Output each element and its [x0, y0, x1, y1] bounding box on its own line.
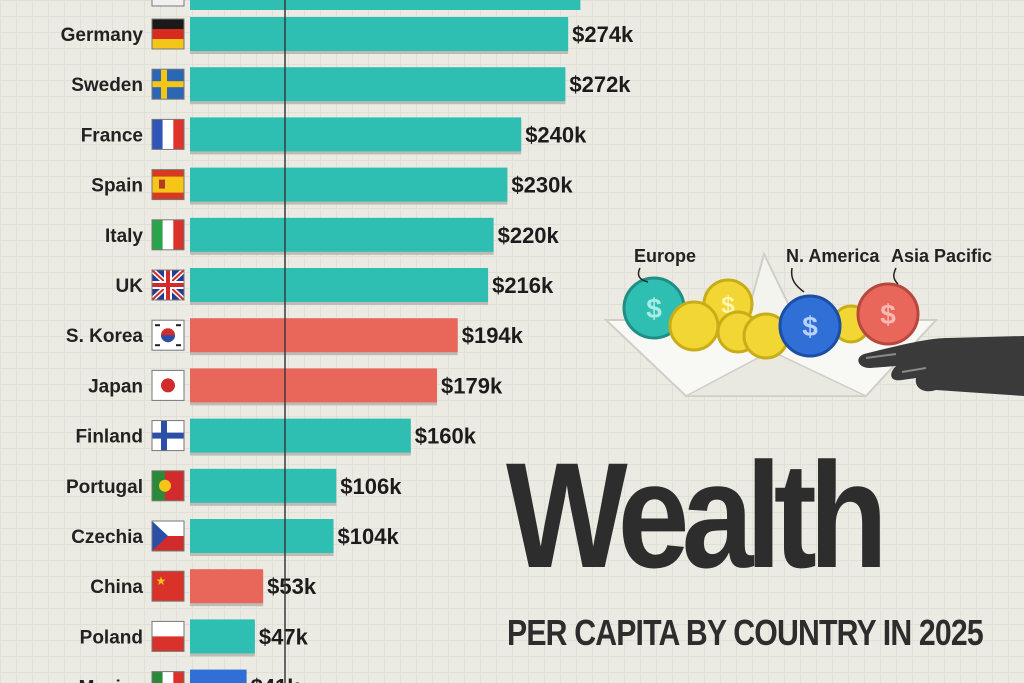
svg-text:$: $: [646, 293, 662, 324]
bar: [190, 167, 508, 202]
bar: [190, 669, 247, 683]
value-label: $272k: [569, 72, 631, 97]
bar-row-france: France $240k: [81, 117, 587, 155]
flag-uk-icon: [150, 268, 186, 302]
bar-row-uk: UK $216k: [116, 268, 554, 305]
bar: [190, 519, 334, 553]
flag-czechia-icon: [151, 520, 185, 552]
bar: [190, 17, 569, 51]
chart-subtitle: PER CAPITA BY COUNTRY IN 2025: [507, 612, 984, 653]
country-label: Czechia: [71, 527, 143, 548]
value-label: $104k: [338, 524, 400, 549]
bar-partial-top: [190, 0, 581, 10]
flag-south-korea-icon: [151, 319, 185, 351]
value-label: $240k: [525, 122, 587, 147]
bar-row-germany: Germany $274k: [61, 17, 634, 54]
legend-label-asia-pacific: Asia Pacific: [891, 246, 993, 266]
flag-japan-icon: [151, 369, 185, 401]
boat-illustration: $ $ $ $: [596, 246, 1024, 431]
country-label: S. Korea: [66, 326, 144, 347]
bar-row-italy: Italy $220k: [105, 217, 560, 255]
value-label: $220k: [498, 223, 560, 248]
country-label: Italy: [105, 226, 143, 247]
svg-text:$: $: [880, 299, 896, 330]
bar-row-china: China ★ $53k: [90, 569, 317, 607]
value-label: $230k: [511, 173, 573, 198]
legend-label-north-america: N. America: [786, 246, 880, 266]
country-label: Portugal: [66, 477, 143, 498]
bar-row-finland: Finland $160k: [75, 418, 477, 456]
bar: [190, 67, 566, 102]
flag-portugal-icon: [151, 470, 185, 502]
country-label: Finland: [75, 427, 143, 448]
legend-label-europe: Europe: [634, 246, 697, 266]
bar: [190, 217, 494, 252]
bar-row-poland: Poland $47k: [80, 619, 309, 657]
bar: [190, 468, 337, 503]
bar: [190, 619, 255, 654]
bar-row-mexico: Mexico $41k: [79, 669, 301, 683]
country-label: Japan: [88, 376, 143, 397]
svg-text:$: $: [802, 311, 818, 342]
country-label: Germany: [61, 25, 144, 46]
svg-text:★: ★: [156, 574, 167, 588]
bar-row-japan: Japan $179k: [88, 368, 503, 406]
country-label: China: [90, 577, 143, 598]
flag-france-icon: [151, 118, 185, 150]
value-label: $41k: [251, 675, 301, 683]
country-label: UK: [116, 276, 144, 297]
flag-finland-icon: [151, 420, 185, 452]
bar: [190, 318, 458, 353]
bar: [190, 368, 438, 403]
flag-poland-icon: [151, 620, 185, 652]
north-america-coin-icon: $: [778, 294, 842, 358]
value-label: $274k: [572, 22, 634, 47]
bar: [190, 268, 489, 302]
value-label: $53k: [267, 574, 317, 599]
country-label: France: [81, 125, 143, 146]
bar-row-s-korea: S. Korea $194k: [66, 318, 524, 356]
country-label: Spain: [91, 176, 143, 197]
country-label: Sweden: [71, 75, 143, 96]
bar-row-spain: Spain $230k: [91, 167, 573, 205]
flag-sweden-icon: [151, 68, 185, 100]
value-label: $47k: [259, 624, 309, 649]
hand-icon: [858, 336, 1024, 396]
value-label: $216k: [492, 273, 554, 298]
country-label: Mexico: [79, 678, 143, 683]
bar-row-sweden: Sweden $272k: [71, 67, 631, 105]
bar-row-czechia: Czechia $104k: [71, 519, 399, 556]
flag-spain-icon: [151, 169, 185, 201]
bar-row-portugal: Portugal $106k: [66, 468, 402, 506]
bar: [190, 569, 264, 604]
bar: [190, 418, 411, 453]
flag-germany-icon: [151, 18, 185, 50]
value-label: $106k: [340, 474, 402, 499]
chart-title: Wealth: [506, 431, 888, 599]
bar: [190, 117, 522, 152]
value-label: $179k: [441, 373, 503, 398]
flag-china-icon: ★: [151, 570, 185, 602]
country-label: Poland: [80, 627, 143, 648]
value-label: $160k: [415, 424, 477, 449]
flag-italy-icon: [151, 219, 185, 251]
value-label: $194k: [462, 323, 524, 348]
flag-mexico-icon: [151, 671, 185, 683]
asia-pacific-coin-icon: $: [856, 282, 920, 346]
